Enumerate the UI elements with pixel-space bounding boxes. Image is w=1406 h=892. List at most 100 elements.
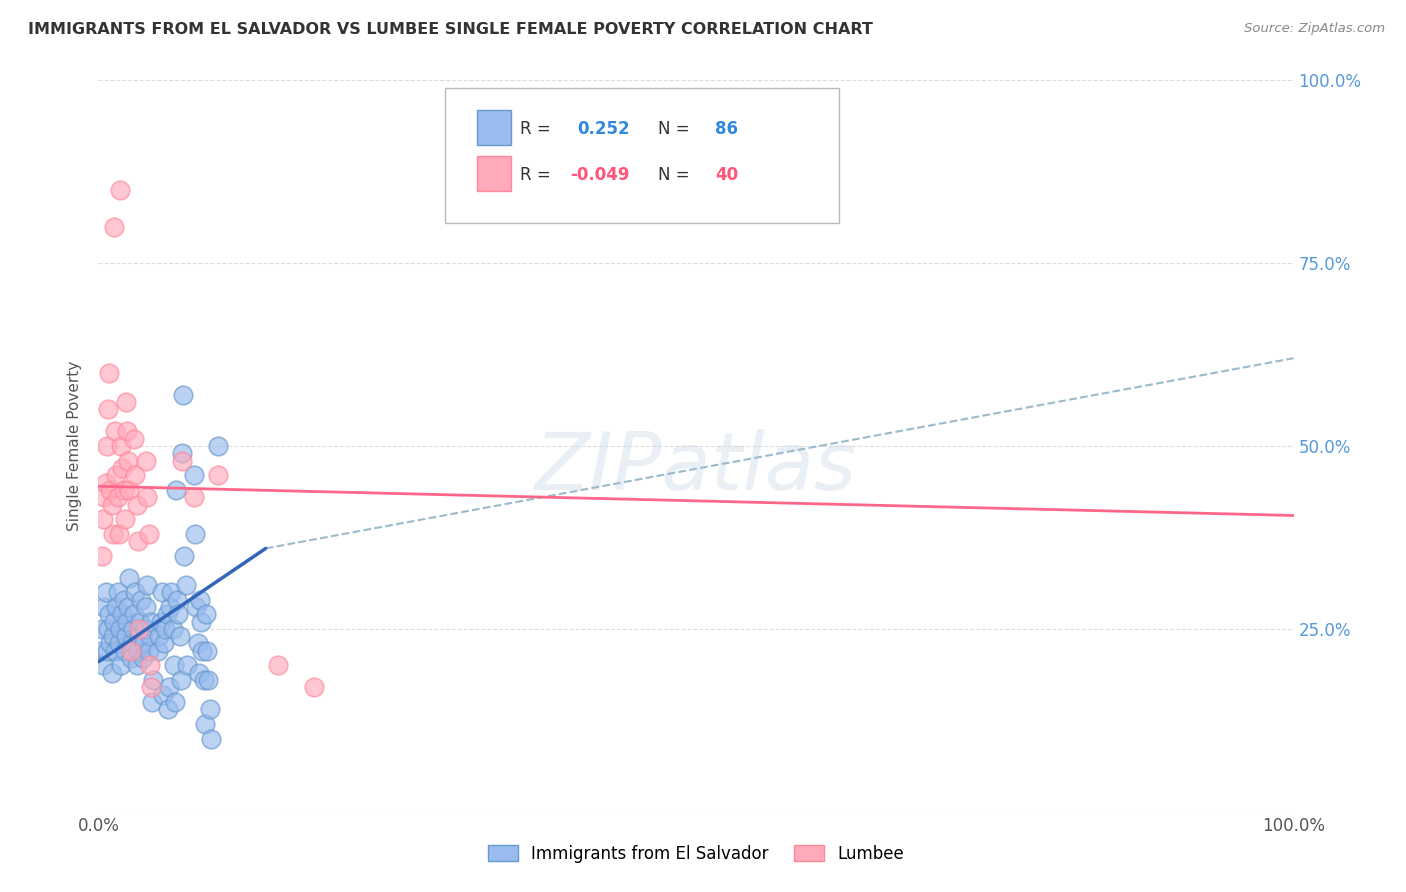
Point: [107, 490, 129, 504]
Point: [129, 615, 152, 629]
Point: [93, 599, 115, 614]
Point: [96, 644, 118, 658]
Point: [139, 658, 162, 673]
Text: 40: 40: [716, 167, 738, 185]
Point: [188, 592, 211, 607]
Point: [128, 629, 150, 643]
Point: [103, 615, 125, 629]
Point: [190, 615, 212, 629]
Point: [138, 526, 160, 541]
Point: [98, 636, 122, 650]
Text: Source: ZipAtlas.com: Source: ZipAtlas.com: [1244, 22, 1385, 36]
Point: [156, 702, 179, 716]
Point: [112, 483, 135, 497]
Point: [195, 607, 218, 622]
Point: [125, 498, 148, 512]
Point: [110, 658, 132, 673]
Text: ZIPatlas: ZIPatlas: [534, 429, 858, 507]
Point: [93, 490, 115, 504]
Text: 0.252: 0.252: [578, 120, 630, 138]
Point: [183, 490, 205, 504]
Point: [207, 468, 229, 483]
Point: [197, 673, 219, 687]
Point: [117, 453, 139, 467]
Text: IMMIGRANTS FROM EL SALVADOR VS LUMBEE SINGLE FEMALE POVERTY CORRELATION CHART: IMMIGRANTS FROM EL SALVADOR VS LUMBEE SI…: [28, 22, 873, 37]
Point: [118, 483, 141, 497]
Point: [139, 615, 162, 629]
Point: [108, 622, 131, 636]
Point: [142, 673, 165, 687]
Point: [105, 599, 128, 614]
Point: [139, 681, 162, 695]
Text: R =: R =: [520, 167, 557, 185]
Point: [172, 388, 194, 402]
FancyBboxPatch shape: [477, 111, 510, 145]
Point: [115, 425, 138, 439]
Point: [103, 219, 125, 234]
Point: [125, 658, 148, 673]
Point: [187, 636, 209, 650]
Point: [207, 439, 229, 453]
Point: [169, 629, 191, 643]
Point: [159, 599, 181, 614]
Point: [97, 622, 120, 636]
Point: [114, 512, 136, 526]
Point: [107, 585, 129, 599]
Point: [167, 607, 190, 622]
Point: [163, 658, 186, 673]
Point: [195, 644, 218, 658]
Point: [172, 453, 194, 467]
Point: [98, 483, 122, 497]
Point: [186, 599, 208, 614]
Point: [191, 644, 214, 658]
Point: [160, 585, 183, 599]
Point: [176, 658, 198, 673]
Point: [172, 446, 194, 460]
Legend: Immigrants from El Salvador, Lumbee: Immigrants from El Salvador, Lumbee: [481, 838, 911, 869]
Point: [108, 183, 131, 197]
Point: [165, 483, 187, 497]
Text: -0.049: -0.049: [571, 167, 630, 185]
Point: [136, 578, 159, 592]
Point: [105, 468, 128, 483]
Point: [91, 622, 114, 636]
Point: [104, 644, 127, 658]
Point: [148, 644, 170, 658]
Point: [157, 681, 180, 695]
Point: [128, 622, 150, 636]
Point: [187, 665, 209, 680]
Point: [127, 644, 149, 658]
Point: [127, 534, 149, 549]
Point: [97, 402, 120, 417]
Text: N =: N =: [658, 120, 695, 138]
Point: [91, 512, 114, 526]
Point: [131, 651, 153, 665]
Point: [104, 425, 127, 439]
Point: [90, 644, 112, 658]
Point: [184, 526, 207, 541]
Point: [115, 395, 138, 409]
Point: [114, 644, 136, 658]
Point: [136, 490, 159, 504]
Point: [132, 636, 155, 650]
Point: [100, 665, 122, 680]
Point: [131, 592, 153, 607]
Point: [98, 366, 121, 380]
Text: 86: 86: [716, 120, 738, 138]
Point: [122, 622, 145, 636]
Point: [101, 526, 124, 541]
Point: [153, 636, 176, 650]
Point: [162, 622, 184, 636]
Point: [98, 607, 121, 622]
Point: [101, 629, 124, 643]
Point: [110, 439, 132, 453]
Point: [121, 636, 143, 650]
Point: [163, 695, 186, 709]
Text: N =: N =: [658, 167, 695, 185]
Point: [100, 498, 122, 512]
Point: [112, 592, 135, 607]
Point: [107, 526, 129, 541]
Point: [183, 468, 205, 483]
FancyBboxPatch shape: [477, 156, 510, 192]
Point: [173, 549, 195, 563]
